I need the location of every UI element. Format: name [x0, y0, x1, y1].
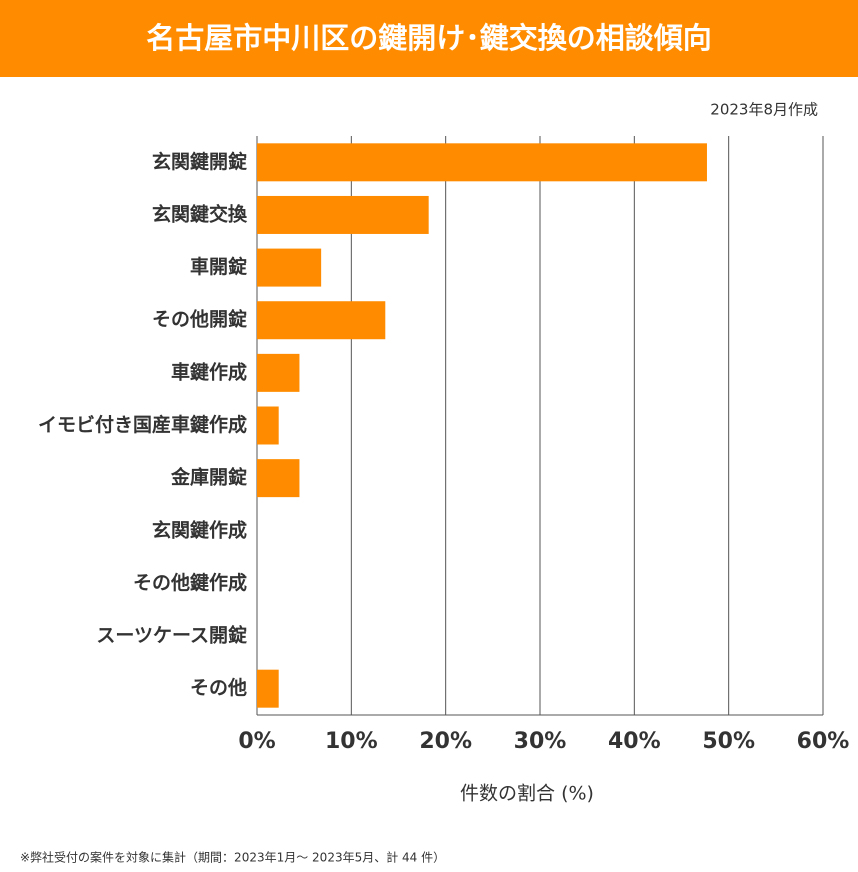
y-tick-label: スーツケース開錠: [96, 624, 247, 647]
bar: [257, 143, 707, 182]
bar: [257, 353, 300, 392]
y-tick-label: 車開錠: [190, 255, 247, 278]
y-tick-label: その他開錠: [152, 308, 247, 331]
y-tick-label: 玄関鍵交換: [152, 202, 248, 225]
bar: [257, 406, 279, 445]
x-axis-label: 件数の割合 (%): [460, 783, 594, 805]
chart-title: 名古屋市中川区の鍵開け･鍵交換の相談傾向: [146, 21, 712, 55]
title-bar: [0, 0, 858, 77]
x-tick-label: 40%: [608, 729, 661, 754]
subtitle: 2023年8月作成: [710, 101, 818, 119]
bar: [257, 669, 279, 708]
y-tick-label: その他鍵作成: [133, 571, 247, 594]
y-tick-label: 玄関鍵開錠: [152, 150, 247, 173]
x-tick-label: 0%: [238, 729, 275, 754]
y-tick-label: イモビ付き国産車鍵作成: [38, 413, 247, 436]
x-tick-label: 60%: [797, 729, 850, 754]
x-tick-label: 10%: [325, 729, 378, 754]
y-tick-label: 金庫開錠: [170, 466, 247, 489]
bar: [257, 459, 300, 498]
x-tick-label: 50%: [702, 729, 755, 754]
y-tick-label: その他: [190, 676, 247, 699]
bar: [257, 195, 429, 234]
y-tick-label: 車鍵作成: [171, 360, 247, 383]
x-tick-label: 20%: [419, 729, 472, 754]
bar: [257, 301, 386, 340]
footnote: ※弊社受付の案件を対象に集計（期間：2023年1月～ 2023年5月、計 44 …: [20, 850, 445, 865]
bar: [257, 248, 322, 287]
x-tick-label: 30%: [514, 729, 567, 754]
y-tick-label: 玄関鍵作成: [152, 518, 247, 541]
